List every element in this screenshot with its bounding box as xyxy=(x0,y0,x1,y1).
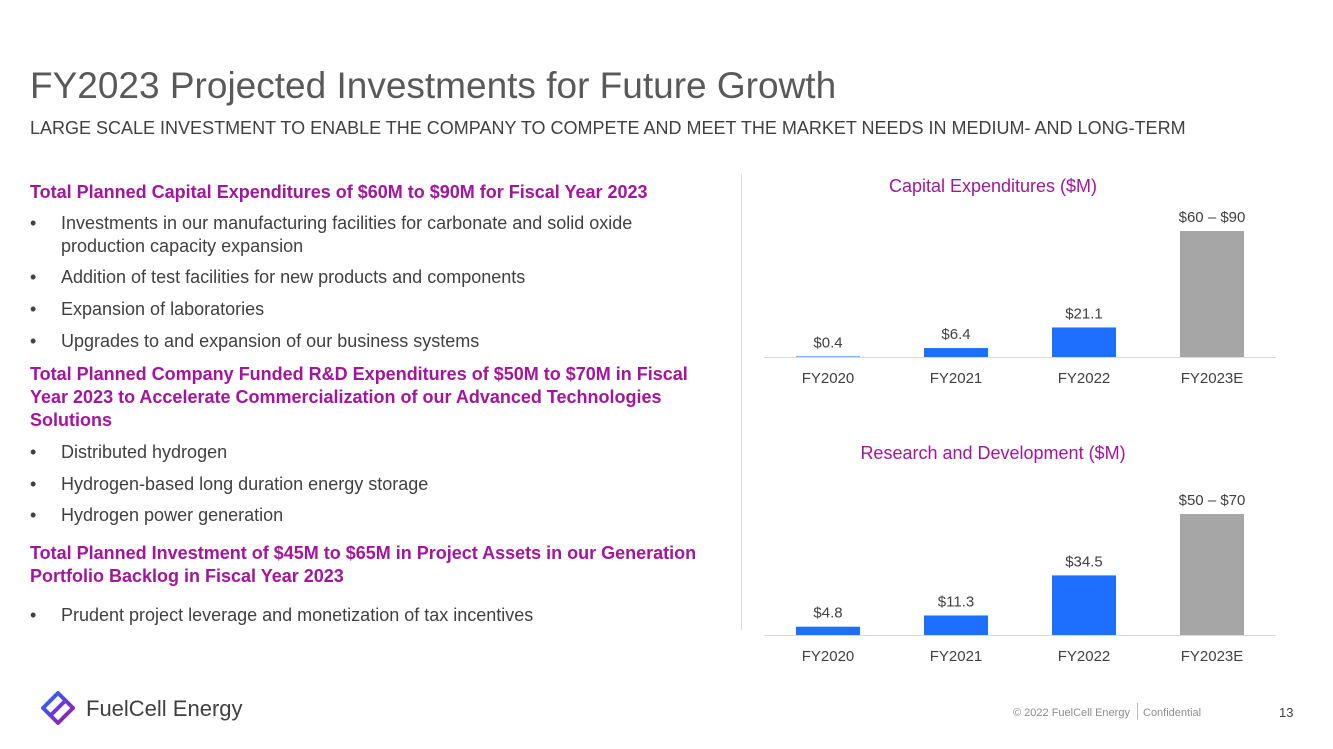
rnd-chart: Research and Development ($M) $4.8 FY2020 $… xyxy=(764,443,1276,665)
copyright-text: © 2022 FuelCell Energy xyxy=(1013,707,1130,719)
capex-heading: Total Planned Capital Expenditures of $6… xyxy=(30,182,648,202)
list-item: Distributed hydrogen xyxy=(30,441,720,464)
data-label: $11.3 xyxy=(938,593,974,610)
rnd-bullet-list: Distributed hydrogen Hydrogen-based long… xyxy=(30,441,720,527)
list-item: Expansion of laboratories xyxy=(30,298,720,321)
bar-fy2021 xyxy=(924,615,988,635)
column-divider xyxy=(741,174,742,630)
list-item: Hydrogen-based long duration energy stor… xyxy=(30,473,720,496)
list-item: Prudent project leverage and monetizatio… xyxy=(30,604,720,627)
list-item: Hydrogen power generation xyxy=(30,504,720,527)
bar-fy2023e xyxy=(1180,514,1244,635)
bar-fy2023e xyxy=(1180,231,1244,357)
data-label: $34.5 xyxy=(1065,553,1103,570)
category-label: FY2022 xyxy=(1058,648,1111,665)
project-assets-bullet-list: Prudent project leverage and monetizatio… xyxy=(30,604,720,627)
capex-bullet-list: Investments in our manufacturing facilit… xyxy=(30,212,720,353)
category-label: FY2020 xyxy=(802,648,855,665)
data-label: $6.4 xyxy=(941,326,970,343)
category-label: FY2023E xyxy=(1181,370,1244,387)
page-number: 13 xyxy=(1279,705,1294,720)
data-label: $21.1 xyxy=(1065,305,1103,322)
bar-fy2021 xyxy=(924,348,988,357)
fuelcell-logo-icon xyxy=(41,691,75,725)
list-item: Upgrades to and expansion of our busines… xyxy=(30,330,720,353)
slide-title: FY2023 Projected Investments for Future … xyxy=(30,65,837,106)
list-item: Addition of test facilities for new prod… xyxy=(30,266,720,289)
category-label: FY2021 xyxy=(930,370,983,387)
bar-fy2022 xyxy=(1052,575,1116,635)
footer-separator xyxy=(1137,703,1138,720)
chart-title: Capital Expenditures ($M) xyxy=(889,176,1097,196)
category-label: FY2022 xyxy=(1058,370,1111,387)
confidential-label: Confidential xyxy=(1143,707,1202,719)
bar-fy2020 xyxy=(796,626,860,635)
capex-chart: Capital Expenditures ($M) $0.4 FY2020 $6.4 F… xyxy=(764,176,1276,387)
category-label: FY2021 xyxy=(930,648,983,665)
project-assets-heading: Total Planned Investment of $45M to $65M… xyxy=(30,543,697,586)
bar-fy2022 xyxy=(1052,327,1116,357)
data-label: $50 – $70 xyxy=(1179,492,1246,509)
category-label: FY2023E xyxy=(1181,648,1244,665)
data-label: $0.4 xyxy=(813,334,842,351)
bar-fy2020 xyxy=(796,356,860,357)
category-label: FY2020 xyxy=(802,370,855,387)
list-item: Investments in our manufacturing facilit… xyxy=(30,212,720,258)
investment-details: Total Planned Capital Expenditures of $6… xyxy=(30,181,720,627)
slide-subtitle: LARGE SCALE INVESTMENT TO ENABLE THE COM… xyxy=(30,118,1186,138)
data-label: $4.8 xyxy=(813,605,842,622)
data-label: $60 – $90 xyxy=(1179,209,1246,226)
brand-name: FuelCell Energy xyxy=(86,696,243,721)
rnd-heading: Total Planned Company Funded R&D Expendi… xyxy=(30,364,688,430)
chart-title: Research and Development ($M) xyxy=(860,443,1125,463)
